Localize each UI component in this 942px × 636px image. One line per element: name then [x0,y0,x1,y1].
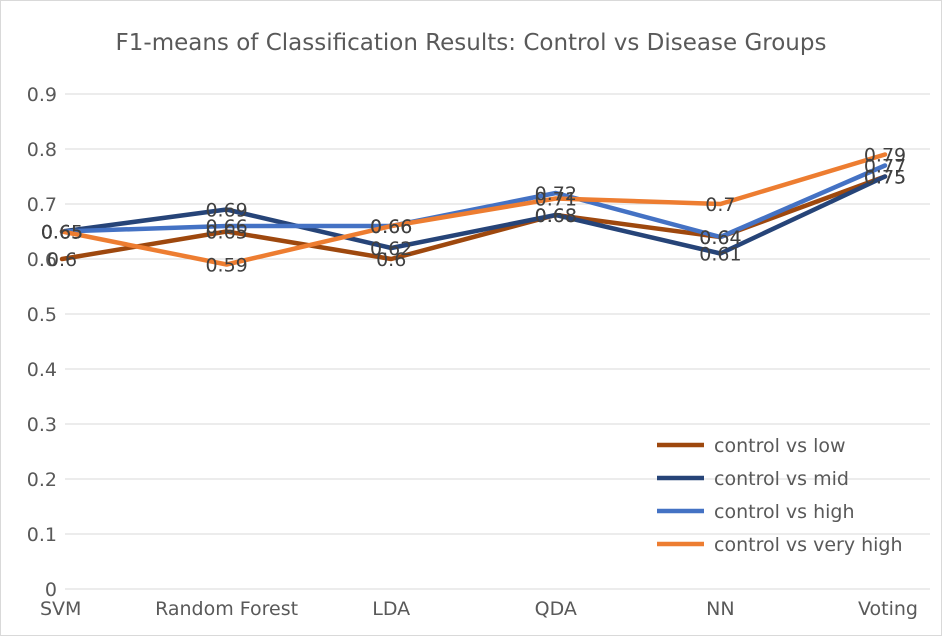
data-label: 0.77 [864,156,906,178]
y-tick-label: 0.9 [27,84,57,106]
data-label: 0.62 [370,238,412,260]
y-tick-label: 0.4 [27,359,57,381]
data-label: 0.68 [535,205,577,227]
y-tick-label: 0.1 [27,524,57,546]
data-label: 0.61 [699,244,741,266]
data-label: 0.75 [864,167,906,189]
y-tick-label: 0.5 [27,304,57,326]
data-label: 0.65 [41,222,83,244]
data-label: 0.69 [205,200,247,222]
y-axis-ticks: 0 0.1 0.2 0.3 0.4 0.5 0.6 0.7 0.8 0.9 [27,84,57,601]
series-line [59,174,888,256]
data-labels: 0.60.650.60.680.640.750.650.690.620.680.… [41,145,906,277]
x-tick-label: NN [706,598,734,620]
data-label: 0.7 [705,194,735,216]
chart-title: F1-means of Classification Results: Cont… [115,30,827,56]
legend-label: control vs very high [714,534,903,556]
x-tick-label: Random Forest [155,598,298,620]
legend-label: control vs low [714,435,846,457]
x-tick-label: Voting [858,598,918,620]
legend-label: control vs mid [714,468,849,490]
data-label: 0.68 [535,205,577,227]
y-tick-label: 0.7 [27,194,57,216]
series-line [59,163,888,240]
data-label: 0.71 [535,189,577,211]
data-label: 0.59 [205,255,247,277]
data-label: 0.66 [205,216,247,238]
data-label: 0.66 [370,216,412,238]
series-lines [59,152,888,267]
data-label: 0.65 [205,222,247,244]
x-tick-label: SVM [40,598,81,620]
y-tick-label: 0.8 [27,139,57,161]
y-tick-label: 0.2 [27,469,57,491]
data-label: 0.79 [864,145,906,167]
data-label: 0.65 [41,222,83,244]
data-label: 0.65 [41,222,83,244]
legend-label: control vs high [714,501,855,523]
y-tick-label: 0.6 [27,249,57,271]
series-line [59,152,888,267]
x-tick-label: QDA [535,598,577,620]
data-label: 0.75 [864,167,906,189]
data-label: 0.72 [535,183,577,205]
data-label: 0.6 [47,249,77,271]
x-axis-ticks: SVM Random Forest LDA QDA NN Voting [40,598,918,620]
data-label: 0.6 [376,249,406,271]
y-tick-label: 0.3 [27,414,57,436]
y-tick-label: 0 [45,579,57,601]
x-tick-label: LDA [372,598,410,620]
data-label: 0.64 [699,227,741,249]
legend: control vs low control vs mid control vs h… [657,435,903,556]
data-label: 0.64 [699,227,741,249]
data-label: 0.66 [370,216,412,238]
